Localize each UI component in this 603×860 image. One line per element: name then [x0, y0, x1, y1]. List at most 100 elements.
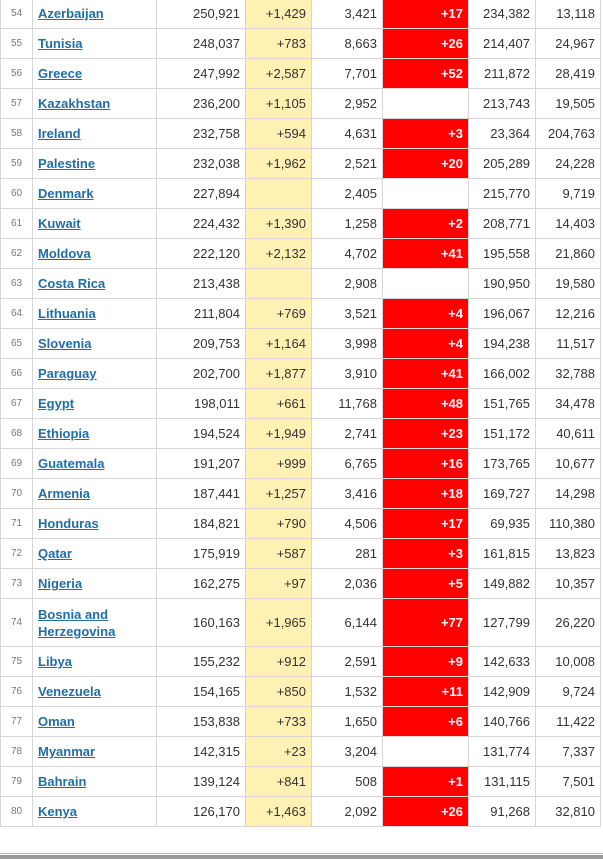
new-cases-cell: +23: [245, 736, 312, 767]
country-cell: Nigeria: [32, 568, 157, 599]
country-link[interactable]: Costa Rica: [38, 276, 106, 291]
table-row: 66 Paraguay 202,700 +1,877 3,910 +41 166,002 32…: [0, 358, 601, 389]
country-link[interactable]: Paraguay: [38, 366, 97, 381]
table-row: 68 Ethiopia 194,524 +1,949 2,741 +23 151,172 40…: [0, 418, 601, 449]
country-link[interactable]: Moldova: [38, 246, 91, 261]
table-row: 61 Kuwait 224,432 +1,390 1,258 +2 208,771 14,40…: [0, 208, 601, 239]
horizontal-scrollbar-thumb[interactable]: [0, 855, 603, 859]
country-link[interactable]: Kazakhstan: [38, 96, 111, 111]
active-cases-cell: 26,220: [535, 598, 601, 647]
covid-stats-table: 54 Azerbaijan 250,921 +1,429 3,421 +17 234,382…: [0, 0, 601, 827]
total-deaths-cell: 4,506: [311, 508, 383, 539]
total-recovered-cell: 208,771: [468, 208, 536, 239]
country-link[interactable]: Ireland: [38, 126, 81, 141]
country-link[interactable]: Denmark: [38, 186, 94, 201]
new-deaths-cell: +52: [382, 58, 469, 89]
total-recovered-cell: 214,407: [468, 28, 536, 59]
total-recovered-cell: 173,765: [468, 448, 536, 479]
new-cases-cell: +97: [245, 568, 312, 599]
country-cell: Greece: [32, 58, 157, 89]
total-cases-cell: 162,275: [156, 568, 246, 599]
total-deaths-cell: 8,663: [311, 28, 383, 59]
active-cases-cell: 32,788: [535, 358, 601, 389]
total-recovered-cell: 142,909: [468, 676, 536, 707]
total-cases-cell: 154,165: [156, 676, 246, 707]
table-row: 65 Slovenia 209,753 +1,164 3,998 +4 194,238 11,…: [0, 328, 601, 359]
table-row: 78 Myanmar 142,315 +23 3,204 131,774 7,337: [0, 736, 601, 767]
country-link[interactable]: Libya: [38, 654, 72, 669]
total-cases-cell: 160,163: [156, 598, 246, 647]
total-deaths-cell: 3,521: [311, 298, 383, 329]
country-cell: Bahrain: [32, 766, 157, 797]
country-link[interactable]: Guatemala: [38, 456, 105, 471]
total-deaths-cell: 6,144: [311, 598, 383, 647]
active-cases-cell: 11,422: [535, 706, 601, 737]
country-link[interactable]: Armenia: [38, 486, 91, 501]
total-deaths-cell: 3,998: [311, 328, 383, 359]
country-link[interactable]: Greece: [38, 66, 83, 81]
new-deaths-cell: +41: [382, 358, 469, 389]
country-link[interactable]: Kenya: [38, 804, 78, 819]
total-deaths-cell: 281: [311, 538, 383, 569]
country-link[interactable]: Palestine: [38, 156, 96, 171]
country-link[interactable]: Nigeria: [38, 576, 83, 591]
new-deaths-cell: +3: [382, 118, 469, 149]
country-link[interactable]: Ethiopia: [38, 426, 90, 441]
active-cases-cell: 14,403: [535, 208, 601, 239]
total-deaths-cell: 6,765: [311, 448, 383, 479]
rank-cell: 69: [0, 448, 33, 479]
rank-cell: 79: [0, 766, 33, 797]
country-cell: Kenya: [32, 796, 157, 827]
active-cases-cell: 9,719: [535, 178, 601, 209]
new-cases-cell: +1,965: [245, 598, 312, 647]
total-recovered-cell: 69,935: [468, 508, 536, 539]
active-cases-cell: 204,763: [535, 118, 601, 149]
total-deaths-cell: 3,910: [311, 358, 383, 389]
total-deaths-cell: 2,591: [311, 646, 383, 677]
new-cases-cell: +769: [245, 298, 312, 329]
country-link[interactable]: Egypt: [38, 396, 75, 411]
country-link[interactable]: Slovenia: [38, 336, 92, 351]
country-link[interactable]: Qatar: [38, 546, 72, 561]
rank-cell: 62: [0, 238, 33, 269]
active-cases-cell: 10,008: [535, 646, 601, 677]
new-cases-cell: +1,962: [245, 148, 312, 179]
active-cases-cell: 13,823: [535, 538, 601, 569]
country-link[interactable]: Bosnia and Herzegovina: [38, 606, 116, 639]
table-row: 59 Palestine 232,038 +1,962 2,521 +20 205,289 2…: [0, 148, 601, 179]
total-cases-cell: 236,200: [156, 88, 246, 119]
total-deaths-cell: 3,204: [311, 736, 383, 767]
total-cases-cell: 153,838: [156, 706, 246, 737]
country-cell: Myanmar: [32, 736, 157, 767]
total-deaths-cell: 2,092: [311, 796, 383, 827]
table-row: 64 Lithuania 211,804 +769 3,521 +4 196,067 12,2…: [0, 298, 601, 329]
country-link[interactable]: Venezuela: [38, 684, 101, 699]
total-recovered-cell: 211,872: [468, 58, 536, 89]
country-link[interactable]: Kuwait: [38, 216, 81, 231]
country-link[interactable]: Honduras: [38, 516, 99, 531]
country-link[interactable]: Oman: [38, 714, 75, 729]
new-deaths-cell: +9: [382, 646, 469, 677]
total-recovered-cell: 127,799: [468, 598, 536, 647]
country-link[interactable]: Azerbaijan: [38, 6, 104, 21]
country-link[interactable]: Myanmar: [38, 744, 96, 759]
table-row: 55 Tunisia 248,037 +783 8,663 +26 214,407 24,96…: [0, 28, 601, 59]
active-cases-cell: 10,357: [535, 568, 601, 599]
rank-cell: 60: [0, 178, 33, 209]
total-recovered-cell: 234,382: [468, 0, 536, 29]
new-deaths-cell: +17: [382, 0, 469, 29]
active-cases-cell: 19,505: [535, 88, 601, 119]
country-link[interactable]: Bahrain: [38, 774, 87, 789]
total-deaths-cell: 4,631: [311, 118, 383, 149]
active-cases-cell: 12,216: [535, 298, 601, 329]
country-cell: Slovenia: [32, 328, 157, 359]
table-row: 60 Denmark 227,894 2,405 215,770 9,719: [0, 178, 601, 209]
table-row: 76 Venezuela 154,165 +850 1,532 +11 142,909 9,7…: [0, 676, 601, 707]
total-cases-cell: 248,037: [156, 28, 246, 59]
country-link[interactable]: Tunisia: [38, 36, 83, 51]
total-cases-cell: 227,894: [156, 178, 246, 209]
total-deaths-cell: 7,701: [311, 58, 383, 89]
total-deaths-cell: 2,036: [311, 568, 383, 599]
table-row: 62 Moldova 222,120 +2,132 4,702 +41 195,558 21,…: [0, 238, 601, 269]
country-link[interactable]: Lithuania: [38, 306, 96, 321]
